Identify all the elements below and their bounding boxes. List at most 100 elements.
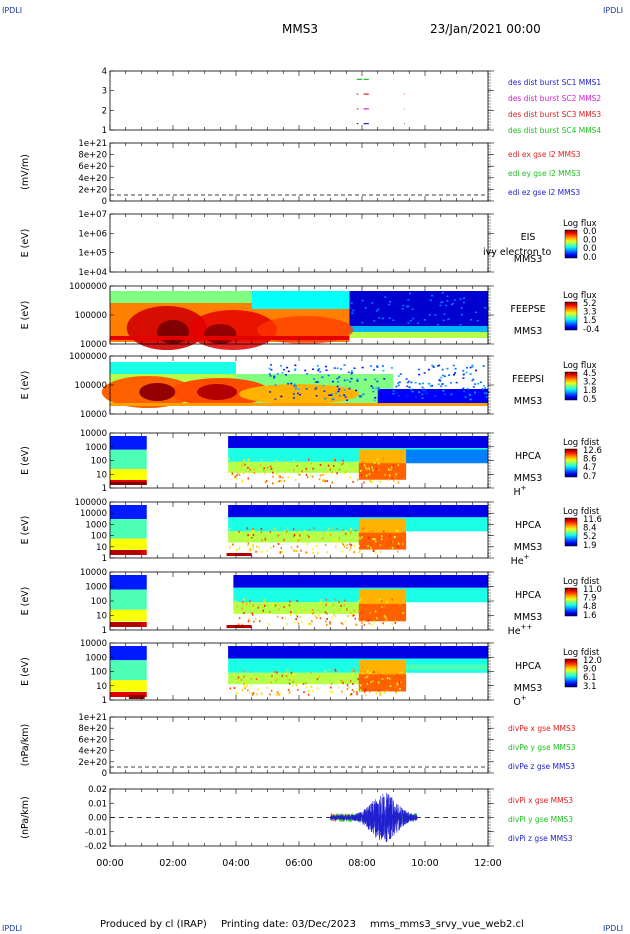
colorbar-tick-label: 8.6: [583, 455, 597, 465]
heat-speck: [423, 390, 426, 392]
heat-block: [110, 538, 147, 550]
colorbar-title: Log fdist: [563, 438, 600, 448]
heat-block: [226, 625, 252, 628]
colorbar-tick-label: 1.8: [583, 386, 597, 396]
heat-speck: [292, 535, 295, 538]
panel-hpca_he: [109, 501, 578, 559]
heat-speck: [367, 545, 369, 548]
heat-speck: [277, 603, 280, 606]
heat-speck: [465, 366, 468, 369]
y-tick-label: 4e+20: [78, 174, 107, 184]
heat-speck: [314, 388, 317, 390]
heat-speck: [376, 380, 379, 383]
heat-speck: [278, 608, 280, 611]
spacecraft-label: MMS3: [514, 542, 542, 553]
heat-speck: [316, 364, 319, 367]
heat-speck: [474, 392, 477, 395]
spacecraft-label: MMS3: [514, 254, 542, 265]
colorbar-tick-label: 3.1: [583, 682, 597, 692]
colorbar-tick-label: 0.0: [583, 236, 597, 246]
heat-speck: [295, 684, 298, 687]
heat-speck: [344, 599, 346, 602]
heat-speck: [264, 481, 267, 484]
heat-speck: [363, 464, 366, 467]
heat-speck: [398, 462, 400, 465]
heat-speck: [343, 379, 346, 382]
heat-speck: [304, 369, 307, 372]
heat-speck: [241, 689, 244, 692]
heat-speck: [229, 546, 231, 549]
heat-speck: [341, 690, 343, 693]
y-axis-label: E (eV): [20, 657, 31, 686]
heat-speck: [286, 527, 289, 530]
y-tick-label: 1e+07: [78, 210, 107, 220]
heat-speck: [236, 605, 239, 608]
heat-speck: [341, 680, 344, 683]
heat-speck: [237, 623, 240, 626]
heat-speck: [265, 479, 268, 482]
heat-speck: [349, 380, 352, 383]
heat-speck: [315, 544, 318, 547]
heat-speck: [369, 544, 372, 547]
heat-speck: [330, 622, 332, 625]
heat-speck: [412, 317, 415, 320]
heat-speck: [272, 675, 275, 678]
heat-speck: [343, 389, 346, 391]
heat-speck: [318, 675, 321, 678]
y-axis-label: E (eV): [20, 446, 31, 475]
heat-speck: [345, 470, 347, 473]
heat-speck: [368, 473, 371, 476]
heat-speck: [349, 543, 351, 546]
y-axis-label: (nPa/km): [20, 724, 31, 767]
species-label: He++: [508, 623, 533, 637]
heat-speck: [356, 623, 359, 626]
heat-speck: [429, 385, 432, 387]
heat-speck: [306, 373, 309, 375]
heat-speck: [306, 678, 308, 681]
y-tick-label: 2: [102, 106, 107, 116]
heat-speck: [250, 538, 253, 541]
heat-speck: [376, 473, 378, 476]
heat-speck: [259, 464, 262, 467]
heat-speck: [317, 552, 319, 555]
heat-speck: [380, 673, 382, 676]
heat-speck: [276, 615, 279, 618]
heat-speck: [377, 388, 380, 391]
heat-speck: [447, 318, 450, 320]
heat-speck: [309, 622, 312, 625]
heat-speck: [331, 380, 334, 383]
heat-speck: [349, 528, 352, 531]
heat-speck: [264, 536, 267, 539]
heat-speck: [279, 551, 282, 554]
legend-entry: des dist burst SC2 MMS2: [508, 94, 601, 103]
panel-divpe: [109, 716, 494, 774]
heat-speck: [360, 606, 363, 609]
heat-speck: [300, 682, 302, 685]
heat-speck: [373, 671, 375, 674]
heat-speck: [306, 685, 308, 688]
species-charge: +: [521, 484, 527, 492]
heat-block: [110, 336, 350, 340]
heat-speck: [391, 622, 393, 625]
heat-speck: [351, 672, 354, 675]
heat-speck: [264, 598, 266, 601]
heat-speck: [372, 469, 374, 472]
heat-speck: [235, 693, 238, 696]
heat-speck: [482, 365, 485, 367]
colorbar-tick-label: 1.9: [583, 541, 597, 551]
heat-speck: [388, 474, 391, 477]
heat-speck: [228, 527, 231, 530]
heat-speck: [290, 671, 293, 674]
heat-speck: [251, 607, 254, 610]
heat-speck: [415, 396, 418, 398]
heat-speck: [269, 546, 272, 549]
heat-speck: [312, 368, 315, 371]
y-tick-label: 0.00: [88, 814, 107, 824]
heat-speck: [248, 462, 250, 465]
y-tick-label: 10000: [80, 429, 107, 439]
heat-speck: [453, 299, 456, 301]
heat-speck: [448, 374, 451, 376]
y-tick-label: 6e+20: [78, 735, 107, 745]
heat-block: [110, 550, 142, 555]
